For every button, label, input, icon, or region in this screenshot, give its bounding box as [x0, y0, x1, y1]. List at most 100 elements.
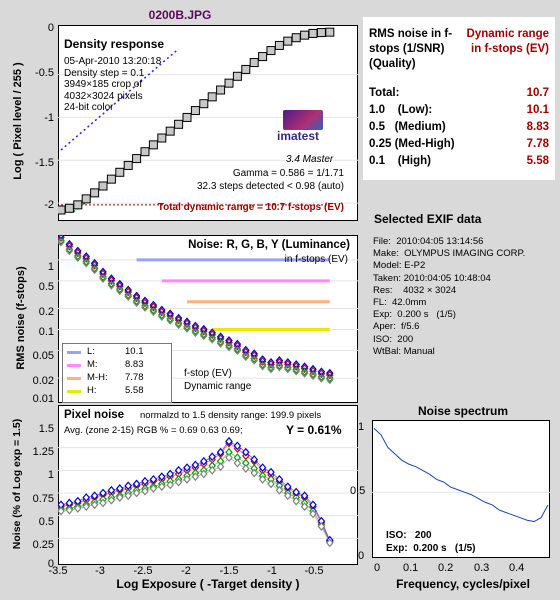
- pixel-point: [275, 474, 284, 484]
- exif-line: Make: OLYMPUS IMAGING CORP.: [373, 248, 526, 260]
- summary-label: 0.1 (High): [369, 155, 431, 167]
- density-point: [157, 133, 167, 143]
- noise-point: [267, 362, 275, 372]
- noise-point: [174, 318, 183, 328]
- noise-point: [158, 312, 166, 322]
- pixel-xlabel: Log Exposure ( -Target density ): [116, 577, 300, 591]
- pixel-point: [82, 493, 90, 502]
- steps-label: 32.3 steps detected < 0.98 (auto): [196, 181, 344, 192]
- noise-point: [166, 315, 174, 325]
- summary-row: 0.5 (Medium) 8.83: [369, 121, 549, 137]
- pixel-point: [284, 491, 292, 501]
- summary-value: 7.78: [526, 138, 549, 150]
- density-point: [207, 92, 217, 102]
- density-point: [325, 27, 335, 37]
- density-info-line: 3949×185 crop of: [64, 79, 143, 90]
- noise-point: [275, 362, 284, 372]
- pixel-point: [233, 458, 242, 468]
- pixel-point: [74, 503, 82, 513]
- noise-point: [216, 338, 225, 348]
- noise-ytick: 0.01: [32, 393, 54, 405]
- pixel-point: [82, 502, 90, 512]
- pixel-point: [233, 441, 242, 451]
- exif-line: Res: 4032 × 3024: [373, 284, 457, 296]
- summary-row: 0.1 (High) 5.58: [369, 155, 549, 171]
- summary-row: 0.25 (Med-High) 7.78: [369, 138, 549, 154]
- pixel-point: [317, 522, 326, 531]
- density-info-line: 4032×3024 pixels: [64, 90, 143, 102]
- density-point: [174, 119, 184, 129]
- pixel-point: [141, 476, 149, 486]
- noise-point: [174, 320, 183, 330]
- noise-point: [65, 244, 74, 254]
- pixel-ytick: 0.75: [32, 493, 54, 505]
- pixel-xtick: -2.5: [133, 565, 153, 577]
- density-ytick: -2: [44, 199, 54, 211]
- density-ytick: 0: [47, 22, 54, 34]
- pixel-point: [225, 436, 233, 446]
- density-point: [98, 181, 108, 191]
- exif-list: File: 2010:04:05 13:14:56 Make: OLYMPUS …: [373, 236, 525, 358]
- pixel-point: [216, 447, 225, 457]
- pixel-avg: Avg. (zone 2-15) RGB % = 0.69 0.63 0.69;: [64, 425, 243, 436]
- imatest-logo-mark: [283, 110, 323, 130]
- summary-head-left: RMS noise in f-stops (1/SNR) (Quality): [369, 28, 453, 70]
- pixel-ytick: 1: [47, 469, 54, 481]
- density-point: [115, 167, 125, 177]
- density-point: [249, 58, 259, 68]
- noise-point: [267, 364, 275, 374]
- density-point: [140, 147, 150, 157]
- pixel-ytick: 1.5: [38, 423, 54, 435]
- summary-label: 0.5 (Medium): [369, 121, 446, 133]
- spectrum-ytick: 0.5: [350, 485, 366, 497]
- fstop-label: f-stop (EV): [184, 368, 232, 379]
- reference-line: [60, 48, 180, 151]
- spectrum-title: Noise spectrum: [417, 404, 509, 418]
- noise-point: [300, 368, 309, 378]
- spectrum-panel: ISO: 200 Exp: 0.200 s (1/5): [372, 420, 550, 558]
- density-point: [81, 194, 91, 204]
- noise-point: [326, 375, 334, 385]
- pixel-point: [242, 464, 250, 473]
- legend-value: 8.83: [125, 359, 144, 370]
- density-point: [241, 64, 251, 74]
- noise-point: [141, 301, 149, 311]
- noise-point: [149, 307, 158, 317]
- pixel-point: [149, 484, 158, 493]
- density-point: [73, 200, 83, 210]
- pixel-point: [58, 506, 65, 516]
- legend-value: 7.78: [125, 372, 144, 383]
- density-point: [106, 174, 116, 184]
- noise-point: [208, 334, 216, 344]
- pixel-point: [300, 491, 309, 501]
- summary-label: Total:: [369, 87, 400, 99]
- noise-point: [250, 354, 258, 364]
- pixel-point: [300, 502, 309, 512]
- noise-point: [124, 290, 132, 300]
- noise-point: [258, 361, 267, 371]
- legend-row: H: 5.58: [67, 385, 167, 398]
- density-heading: Density response: [64, 37, 165, 51]
- pixel-point: [116, 493, 124, 502]
- density-point: [199, 99, 209, 109]
- spectrum-chart: [372, 420, 550, 558]
- exif-line: Exp: 0.200 s (1/5): [373, 309, 456, 321]
- pixel-xtick: -1.5: [219, 565, 239, 577]
- pixel-point: [267, 479, 275, 489]
- spectrum-xtick: 0.1: [403, 562, 419, 574]
- noise-legend: L: 10.1 M: 8.83 M-H: 7.78 H: 5.58: [62, 343, 172, 403]
- pixel-point: [107, 485, 116, 495]
- noise-point: [90, 265, 99, 275]
- density-info-line: Density step = 0.1: [64, 67, 145, 79]
- pixel-xtick: -2: [181, 565, 191, 577]
- pixel-point: [242, 447, 250, 457]
- pixel-point: [309, 509, 317, 519]
- density-point: [182, 112, 192, 122]
- pixel-point: [124, 481, 132, 491]
- pixel-point: [107, 495, 116, 505]
- pixel-point: [166, 469, 174, 479]
- pixel-xtick: -0.5: [304, 565, 324, 577]
- density-point: [308, 28, 318, 38]
- density-point: [316, 28, 326, 38]
- density-ytick: -0.5: [35, 67, 54, 79]
